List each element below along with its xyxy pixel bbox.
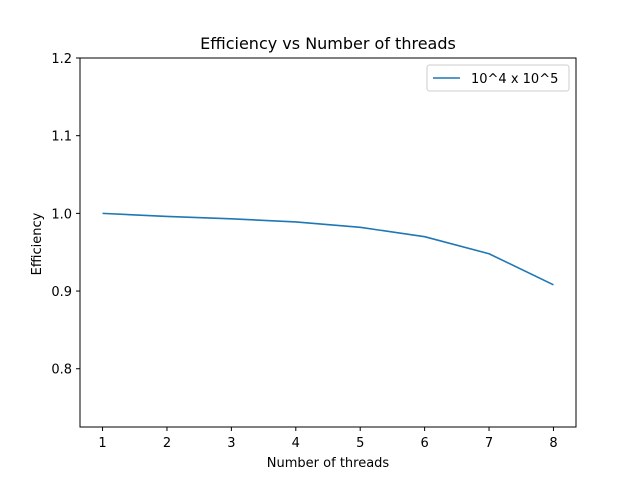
x-axis-label: Number of threads: [267, 456, 390, 471]
x-tick-label: 3: [227, 436, 235, 451]
series-layer: [102, 212, 554, 286]
y-tick-label: 0.8: [51, 363, 72, 378]
legend-label: 10^4 x 10^5: [471, 72, 558, 87]
chart-title: Efficiency vs Number of threads: [200, 34, 456, 53]
series-line-0: [102, 212, 554, 286]
legend-box: [426, 64, 570, 92]
x-axis-ticks: 1 2 3 4 5 6 7 8: [98, 427, 558, 451]
y-tick-label: 1.0: [51, 207, 72, 222]
x-tick-label: 6: [420, 436, 428, 451]
plot-area: [79, 57, 577, 428]
legend: 10^4 x 10^5: [426, 64, 570, 92]
y-axis-label: Efficiency: [30, 212, 45, 275]
plot-frame: [79, 57, 577, 428]
y-axis-ticks: 0.8 0.9 1.0 1.1 1.2: [51, 52, 80, 378]
x-tick-label: 4: [292, 436, 300, 451]
x-tick-label: 5: [356, 436, 364, 451]
y-tick-label: 1.1: [51, 130, 72, 145]
y-tick-label: 1.2: [51, 52, 72, 67]
x-tick-label: 7: [485, 436, 493, 451]
x-tick-label: 1: [98, 436, 106, 451]
x-tick-label: 8: [549, 436, 557, 451]
y-tick-label: 0.9: [51, 285, 72, 300]
x-tick-label: 2: [163, 436, 171, 451]
